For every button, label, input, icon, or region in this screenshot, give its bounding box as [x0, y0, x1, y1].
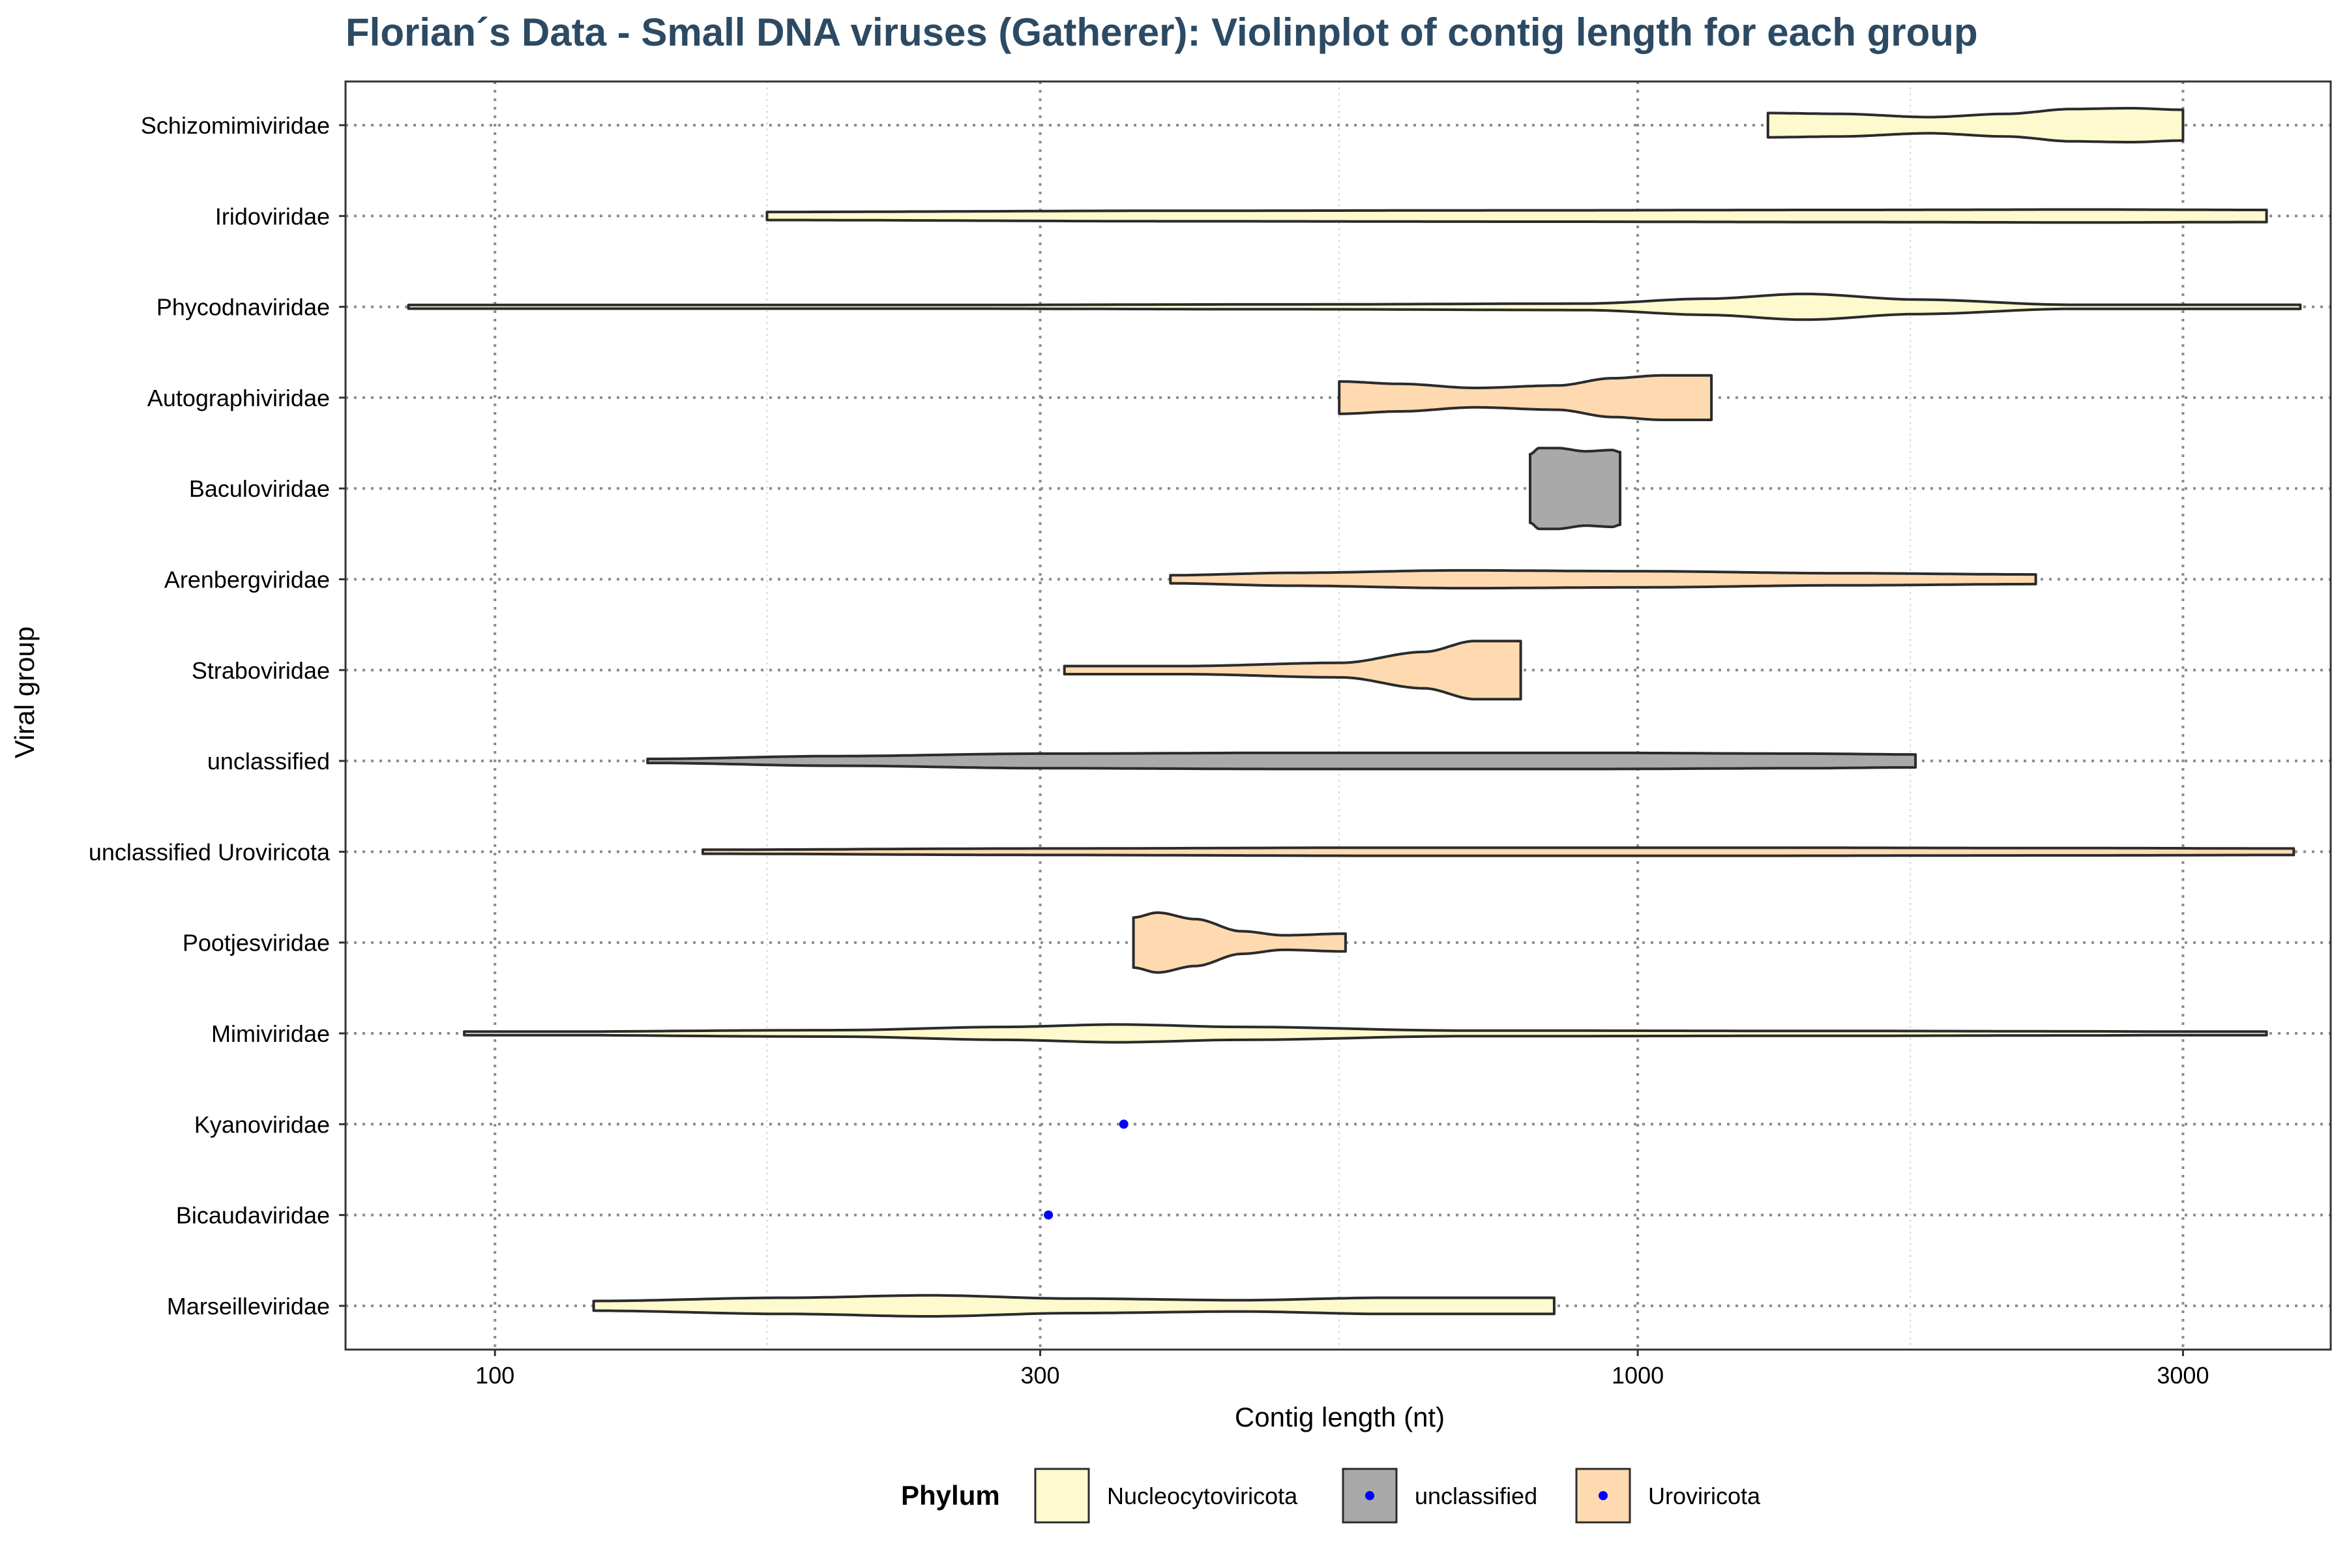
plot-panel: Schizomimiviridae Iridoviridae Phycodnavir… [89, 80, 2332, 1389]
chart-title: Florian´s Data - Small DNA viruses (Gath… [346, 10, 1978, 54]
y-tick-label: Autographiviridae [147, 385, 330, 411]
y-tick-label: Kyanoviridae [194, 1111, 330, 1138]
x-tick-label: 100 [475, 1362, 514, 1389]
y-tick-label: Pootjesviridae [183, 930, 330, 956]
legend-key-point [1599, 1491, 1608, 1500]
y-tick-label: Marseilleviridae [167, 1293, 330, 1320]
legend-key [1034, 1468, 1090, 1524]
y-tick-label: Bicaudaviridae [176, 1202, 330, 1229]
legend-label: unclassified [1415, 1483, 1537, 1509]
x-axis-title: Contig length (nt) [1235, 1402, 1445, 1432]
x-tick-label: 1000 [1612, 1362, 1664, 1389]
legend-key-point [1365, 1491, 1374, 1500]
x-tick-label: 3000 [2157, 1362, 2209, 1389]
y-tick-label: Straboviridae [192, 657, 330, 684]
x-tick-label: 300 [1021, 1362, 1060, 1389]
y-axis-title: Viral group [9, 627, 40, 758]
y-tick-label: Schizomimiviridae [141, 112, 330, 139]
violin-shape [1529, 447, 1621, 531]
y-tick-label: unclassified Uroviricota [89, 838, 331, 865]
y-tick-label: Phycodnaviridae [156, 294, 330, 321]
violin-shape [646, 751, 1917, 771]
panel-border [344, 80, 2332, 1351]
legend-label: Uroviricota [1648, 1483, 1761, 1509]
y-tick-label: unclassified [207, 748, 330, 775]
y-tick-label: Baculoviridae [189, 475, 330, 502]
legend-title: Phylum [901, 1480, 1000, 1511]
panel-background [346, 81, 2331, 1350]
violin-shape [1169, 569, 2037, 590]
data-point [1119, 1119, 1129, 1129]
y-tick-label: Arenbergviridae [164, 567, 330, 593]
violin-shape [463, 1023, 2268, 1044]
violin-shape [701, 846, 2295, 857]
violin-shape [407, 292, 2302, 321]
violin-shape [765, 208, 2268, 224]
legend: Phylum Nucleocytoviricota unclassified Urov… [901, 1468, 1761, 1524]
legend-label: Nucleocytoviricota [1107, 1483, 1298, 1509]
violin-shape [1766, 107, 2185, 143]
y-tick-label: Mimiviridae [211, 1020, 330, 1047]
violin-shape [1063, 640, 1522, 701]
data-point [1044, 1210, 1054, 1220]
violin-shape [1338, 374, 1713, 421]
violin-shape [592, 1294, 1556, 1318]
violin-shape [1132, 911, 1347, 974]
y-tick-label: Iridoviridae [215, 203, 330, 229]
